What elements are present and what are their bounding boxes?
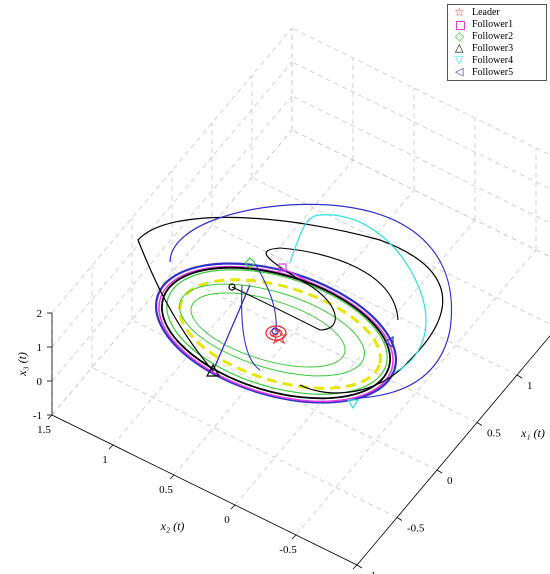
legend-item-follower3: △ Follower3: [448, 41, 546, 55]
x2-tick-mark: [47, 414, 53, 420]
series-follower3-start: [228, 283, 236, 291]
x2-tick-mark: [230, 504, 236, 510]
square-icon: [456, 21, 465, 30]
series-follower1-path: [277, 267, 311, 283]
x3-tick-label: 0: [37, 376, 43, 388]
leader-marker: [270, 328, 288, 345]
x3-axis-label: x₃ (t): [15, 352, 29, 377]
legend-label: Leader: [472, 7, 500, 18]
x2-tick-mark: [291, 534, 297, 540]
x2-tick-label: 0.5: [159, 484, 173, 496]
x1-tick-mark: [516, 374, 523, 379]
legend-label: Follower1: [472, 19, 514, 30]
series-follower3-cycle: [160, 266, 392, 400]
x1-axis-label: x₁ (t): [520, 426, 545, 440]
grid-line: [51, 27, 293, 314]
triangle-down-icon: ▽: [455, 53, 464, 66]
series-follower1-cycle: [158, 265, 394, 403]
series-follower2-inner2: [190, 292, 346, 368]
x1-tick-label: 1: [527, 380, 533, 392]
series-follower2-cycle: [166, 269, 388, 395]
series-limit-cycle: [178, 278, 382, 390]
follower2-marker: [244, 257, 256, 269]
legend-label: Follower4: [472, 55, 514, 66]
grid-line: [51, 61, 293, 348]
x2-tick-mark: [108, 444, 114, 450]
grid-line: [295, 249, 537, 536]
legend-label: Follower3: [472, 43, 514, 54]
series-follower5-path: [169, 203, 452, 399]
x2-tick-label: 1.5: [37, 424, 51, 436]
x2-tick-mark: [352, 564, 358, 570]
x1-tick-label: 0: [447, 475, 453, 487]
x1-tick-mark: [476, 422, 483, 426]
x1-tick-label: -1: [367, 570, 376, 574]
x1-axis: [356, 335, 550, 566]
x2-tick-label: 0: [224, 514, 230, 526]
x2-axis-label: x₂ (t): [160, 519, 185, 533]
grid-line: [173, 189, 415, 476]
grid-line: [112, 159, 354, 446]
grid-line: [291, 61, 550, 190]
series-follower3-path: [137, 216, 444, 394]
triangle-left-icon: ◁: [455, 65, 464, 78]
legend-item-follower1: Follower1: [448, 19, 546, 31]
grid-line: [291, 129, 550, 258]
series-follower5-cycle: [154, 262, 398, 404]
series-follower4-path: [289, 214, 427, 373]
grid-line: [356, 335, 550, 566]
grid-line: [251, 177, 550, 325]
x2-tick-mark: [169, 474, 175, 480]
grid-line: [211, 224, 518, 376]
grid-line: [91, 367, 398, 518]
follower1-marker: [278, 263, 287, 272]
x1-tick-mark: [436, 469, 443, 474]
x2-tick-label: -0.5: [279, 544, 297, 556]
series-follower2-inner: [179, 283, 365, 377]
series-follower3-inner: [231, 247, 399, 331]
follower5-marker: [383, 335, 394, 349]
triangle-up-icon: △: [455, 41, 464, 54]
series-follower5-drop: [241, 284, 261, 371]
legend-item-follower5: ◁ Follower5: [448, 65, 546, 79]
series-follower5-start: [271, 327, 279, 335]
x3-tick-label: 1: [37, 342, 43, 354]
legend-item-follower4: ▽ Follower4: [448, 53, 546, 67]
x2-axis: [51, 414, 358, 566]
x1-tick-mark: [356, 564, 363, 569]
grid-line: [131, 319, 438, 471]
diamond-icon: ◇: [455, 29, 465, 43]
grid-line: [291, 95, 550, 224]
star-icon: ☆: [454, 5, 465, 19]
x2-tick-label: 1: [102, 454, 108, 466]
follower4-marker: [346, 399, 360, 410]
x3-tick-label: -1: [33, 410, 42, 422]
x3-tick-label: 2: [37, 308, 43, 320]
legend-label: Follower5: [472, 67, 514, 78]
legend: ☆ Leader Follower1 ◇ Follower2 △ Followe…: [447, 4, 547, 81]
series-leader-path: [265, 325, 287, 341]
grid-line: [171, 272, 478, 423]
grid-line: [51, 95, 293, 382]
grid-line: [51, 129, 293, 416]
grid-line: [234, 219, 476, 506]
x1-tick-mark: [396, 517, 403, 521]
series-follower5-segment: [212, 284, 251, 372]
follower3-marker: [205, 363, 221, 377]
legend-item-leader: ☆ Leader: [448, 5, 546, 19]
legend-item-follower2: ◇ Follower2: [448, 29, 546, 43]
x1-tick-label: 0.5: [487, 428, 501, 440]
x1-tick-label: -0.5: [407, 523, 425, 535]
legend-label: Follower2: [472, 31, 514, 42]
grid-line: [291, 27, 550, 156]
